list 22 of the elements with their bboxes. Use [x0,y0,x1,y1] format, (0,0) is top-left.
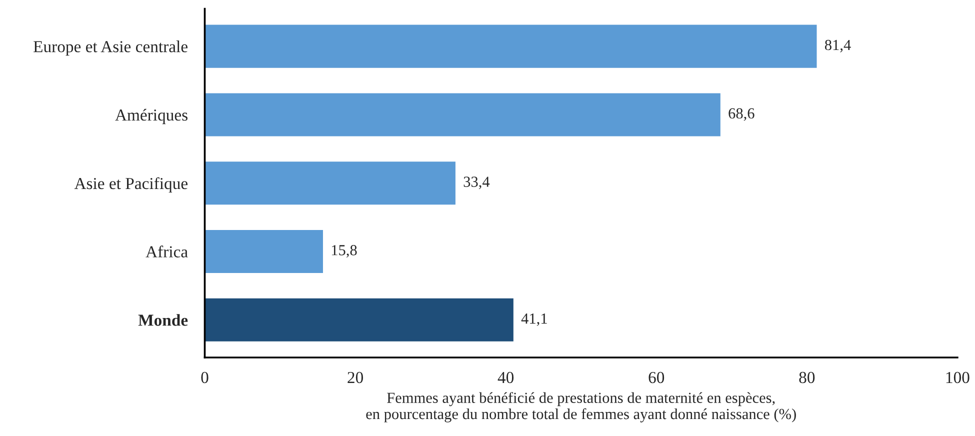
data-label: 15,8 [332,245,357,258]
y-tick-label: Amériques [115,108,188,124]
x-tick-label: 20 [348,372,363,384]
y-tick-label: Africa [146,246,188,258]
bar [204,228,324,274]
y-tick-label: Europe et Asie centrale [34,40,188,56]
bar [204,23,818,70]
x-tick-label: 80 [799,372,815,384]
y-tick-label: Monde [138,314,188,326]
data-label: 41,1 [521,313,547,326]
data-label: 68,6 [728,108,754,121]
x-tick-label: 40 [498,372,514,384]
x-tick-label: 100 [946,372,970,384]
bar [204,160,457,206]
x-tick-label: 60 [648,372,664,384]
x-axis-title: Femmes ayant bénéficié de prestations de maternité en espèces, en pourcentage du nombre total de femmes ayant donné naissance (%) [366,392,796,422]
data-label: 33,4 [464,176,490,190]
x-tick-label: 0 [201,372,208,384]
bar [204,296,515,343]
bar [204,92,722,138]
data-label: 81,4 [824,40,851,52]
y-tick-label: Asie et Pacifique [74,177,188,193]
